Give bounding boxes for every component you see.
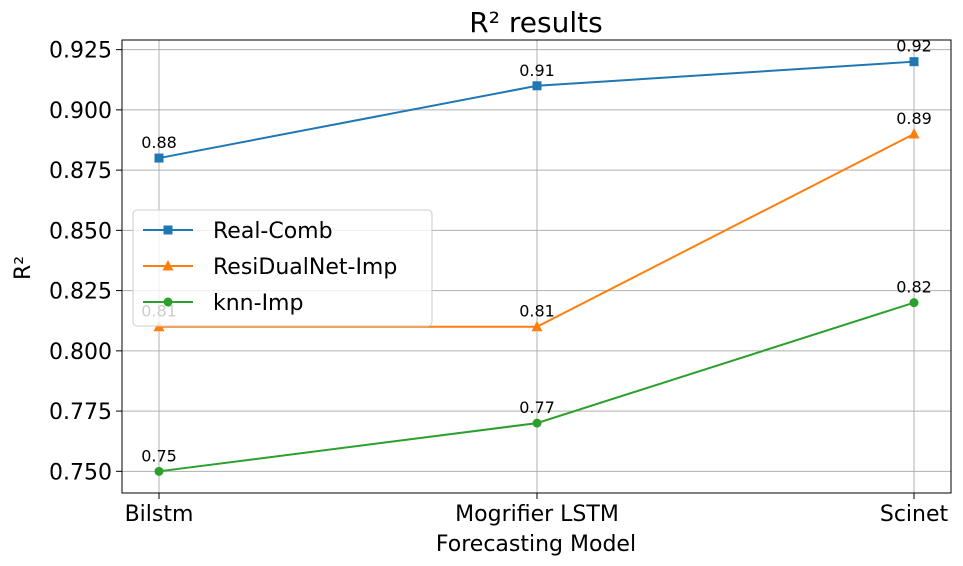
data-label: 0.89 — [896, 109, 932, 128]
data-label: 0.75 — [141, 446, 177, 465]
x-tick-label: Scinet — [880, 502, 949, 527]
y-tick-label: 0.925 — [49, 39, 112, 64]
y-tick-label: 0.900 — [49, 99, 112, 124]
data-point — [532, 81, 542, 91]
chart-title: R² results — [469, 6, 602, 39]
legend-marker — [162, 260, 174, 271]
x-axis-title: Forecasting Model — [436, 532, 636, 557]
legend-entry: ResiDualNet-Imp — [143, 255, 397, 280]
y-tick-label: 0.775 — [49, 400, 112, 425]
legend-label: Real-Comb — [213, 219, 333, 244]
y-tick-label: 0.750 — [49, 460, 112, 485]
plot-area-frame — [121, 39, 952, 494]
y-tick-label: 0.800 — [49, 340, 112, 365]
y-tick-label: 0.825 — [49, 280, 112, 305]
legend-box — [132, 209, 433, 327]
legend-entry: Real-Comb — [143, 219, 333, 244]
data-label: 0.81 — [519, 302, 555, 321]
data-label: 0.92 — [896, 37, 932, 56]
data-point — [531, 320, 543, 332]
x-tick-label: Bilstm — [125, 502, 194, 527]
data-point — [154, 466, 164, 476]
y-axis-ticks: 0.750 0.775 0.800 0.825 0.850 0.875 0.900 0.925 — [49, 39, 122, 485]
data-label: 0.88 — [141, 133, 177, 152]
data-label: 0.91 — [519, 61, 555, 80]
data-labels: 0.880.910.920.810.810.890.750.770.82 — [141, 37, 932, 466]
series — [153, 57, 920, 476]
legend-marker — [163, 225, 173, 235]
data-point — [532, 418, 542, 428]
data-label: 0.82 — [896, 278, 932, 297]
data-point — [909, 298, 919, 308]
data-point — [154, 153, 164, 163]
x-axis-ticks: Bilstm Mogrifier LSTM Scinet — [125, 493, 949, 527]
data-point — [909, 57, 919, 67]
series-knn-imp — [154, 298, 919, 476]
data-point — [908, 127, 920, 139]
data-label: 0.77 — [519, 398, 555, 417]
legend-entry: knn-Imp — [143, 291, 303, 316]
series-real-comb — [154, 57, 919, 163]
legend: Real-Comb ResiDualNet-Imp knn-Imp — [132, 209, 433, 327]
legend-label: ResiDualNet-Imp — [213, 255, 397, 280]
legend-label: knn-Imp — [213, 291, 303, 316]
y-tick-label: 0.875 — [49, 159, 112, 184]
y-axis-title: R² — [11, 256, 36, 280]
legend-marker — [163, 297, 173, 307]
y-tick-label: 0.850 — [49, 219, 112, 244]
x-tick-label: Mogrifier LSTM — [455, 502, 619, 527]
